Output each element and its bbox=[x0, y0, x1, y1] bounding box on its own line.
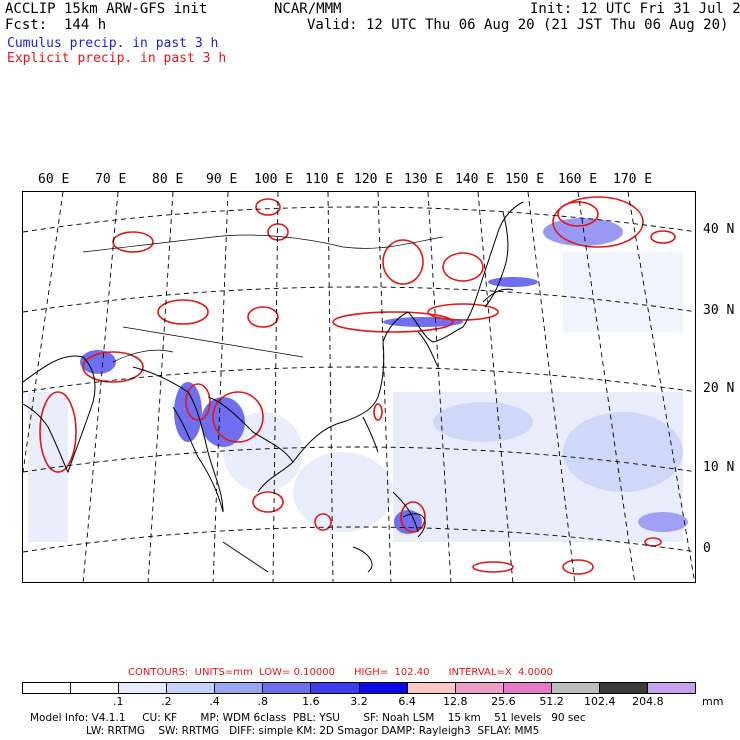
colorbar-cell bbox=[551, 683, 600, 693]
lat-label: 40 N bbox=[703, 222, 735, 237]
colorbar-cell bbox=[119, 683, 168, 693]
cumulus-precip-light bbox=[28, 252, 683, 542]
colorbar-tick-label: 6.4 bbox=[398, 695, 416, 708]
lon-label: 80 E bbox=[152, 172, 184, 187]
colorbar-tick-label: 3.2 bbox=[350, 695, 368, 708]
explicit-precip bbox=[39, 196, 676, 575]
model-info-line1: Model Info: V4.1.1 CU: KF MP: WDM 6class… bbox=[30, 712, 586, 724]
colorbar-cell bbox=[407, 683, 456, 693]
colorbar-tick-label: .2 bbox=[161, 695, 172, 708]
legend-cumulus: Cumulus precip. in past 3 h bbox=[7, 36, 219, 51]
colorbar-units: mm bbox=[702, 695, 724, 708]
lon-label: 100 E bbox=[254, 172, 294, 187]
lat-label: 10 N bbox=[703, 460, 735, 475]
model-info-line2: LW: RRTMG SW: RRTMG DIFF: simple KM: 2D … bbox=[86, 725, 540, 737]
precipitation-map bbox=[22, 191, 696, 583]
colorbar-tick-label: 12.8 bbox=[443, 695, 468, 708]
forecast-hour-text: Fcst: 144 h bbox=[5, 17, 107, 33]
lon-label: 130 E bbox=[404, 172, 444, 187]
colorbar bbox=[22, 682, 696, 694]
colorbar-tick-label: 1.6 bbox=[302, 695, 320, 708]
colorbar-caption: CONTOURS: UNITS=mm LOW= 0.10000 HIGH= 10… bbox=[128, 667, 554, 678]
valid-time-text: Valid: 12 UTC Thu 06 Aug 20 (21 JST Thu … bbox=[307, 17, 729, 33]
colorbar-cell bbox=[263, 683, 312, 693]
lat-label: 20 N bbox=[703, 381, 735, 396]
colorbar-cell bbox=[71, 683, 120, 693]
colorbar-cell bbox=[167, 683, 216, 693]
title-text: ACCLIP 15km ARW-GFS init bbox=[5, 1, 208, 17]
lat-label: 30 N bbox=[703, 303, 735, 318]
lon-label: 110 E bbox=[305, 172, 345, 187]
colorbar-cell bbox=[23, 683, 72, 693]
organization-text: NCAR/MMM bbox=[274, 1, 342, 17]
colorbar-cell bbox=[599, 683, 649, 693]
lon-label: 90 E bbox=[206, 172, 238, 187]
colorbar-tick-label: .4 bbox=[209, 695, 220, 708]
colorbar-tick-label: .8 bbox=[257, 695, 268, 708]
lon-label: 70 E bbox=[95, 172, 127, 187]
lon-label: 60 E bbox=[38, 172, 70, 187]
colorbar-cell bbox=[455, 683, 504, 693]
lon-label: 170 E bbox=[613, 172, 653, 187]
legend-explicit: Explicit precip. in past 3 h bbox=[7, 51, 227, 66]
map-canvas bbox=[23, 192, 695, 582]
colorbar-tick-label: 25.6 bbox=[491, 695, 516, 708]
lon-label: 140 E bbox=[455, 172, 495, 187]
lon-label: 150 E bbox=[505, 172, 545, 187]
colorbar-tick-label: 204.8 bbox=[632, 695, 664, 708]
graticule bbox=[23, 192, 695, 582]
colorbar-cell bbox=[648, 683, 696, 693]
lon-label: 120 E bbox=[354, 172, 394, 187]
colorbar-cell bbox=[311, 683, 360, 693]
lon-label: 160 E bbox=[558, 172, 598, 187]
country-borders bbox=[82, 234, 444, 363]
colorbar-tick-label: 51.2 bbox=[539, 695, 564, 708]
colorbar-tick-label: 102.4 bbox=[583, 695, 616, 708]
colorbar-cell bbox=[503, 683, 552, 693]
lat-label: 0 bbox=[703, 541, 711, 556]
colorbar-cell bbox=[215, 683, 264, 693]
colorbar-cell bbox=[359, 683, 408, 693]
init-time-text: Init: 12 UTC Fri 31 Jul 20 bbox=[530, 1, 740, 17]
colorbar-tick-label: .1 bbox=[113, 695, 124, 708]
coastlines bbox=[23, 201, 524, 573]
